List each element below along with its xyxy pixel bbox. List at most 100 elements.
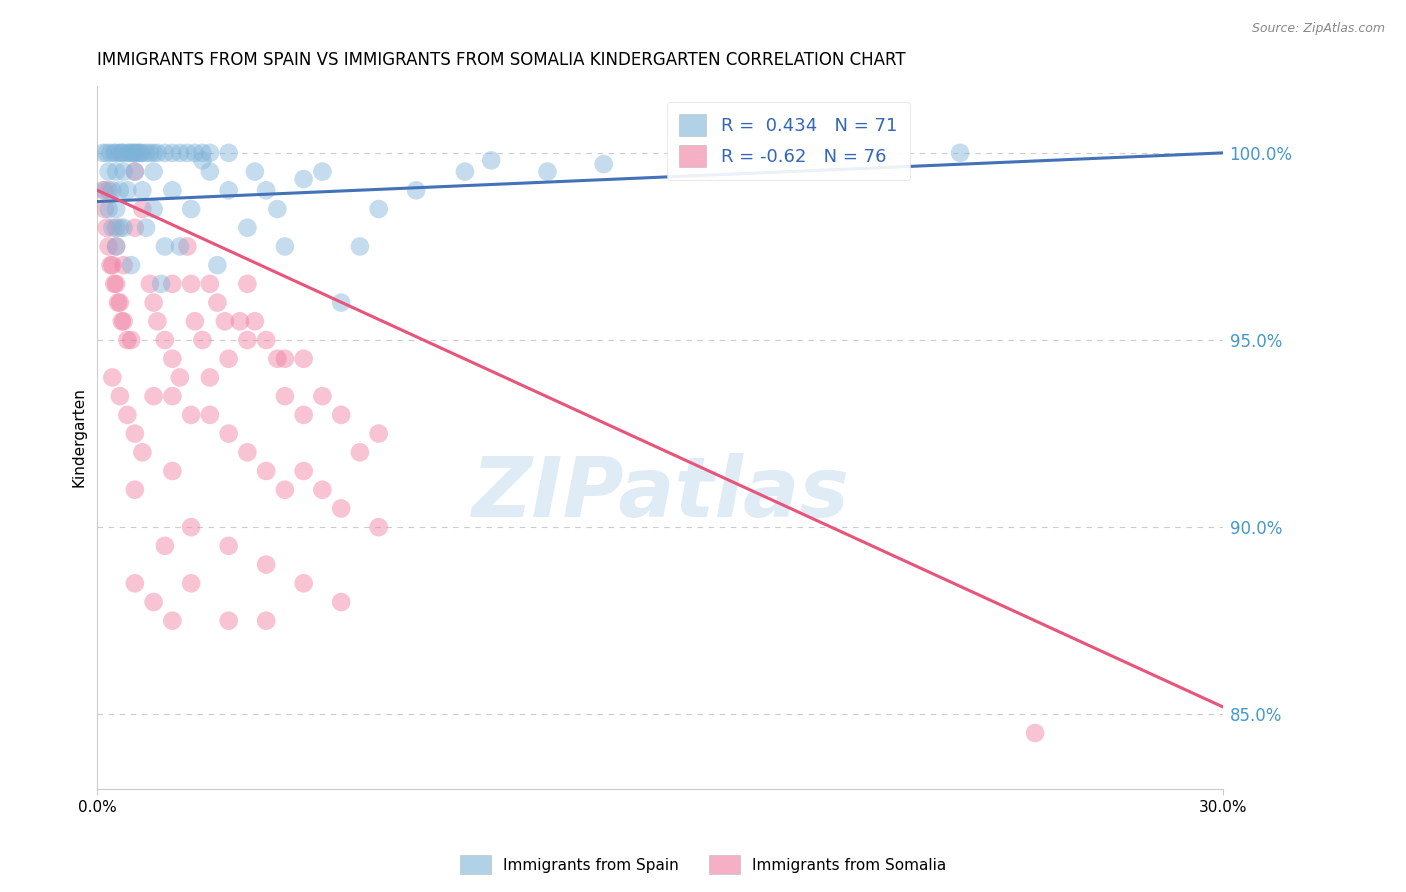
Point [146,145,169,160]
Y-axis label: Kindergarten: Kindergarten [72,387,86,487]
Point [218,183,240,197]
Point [176,239,198,253]
Point [105,164,128,178]
Point [108,295,131,310]
Point [135,145,157,160]
Point [367,202,389,216]
Point [169,370,191,384]
Point [117,408,139,422]
Point [236,220,259,235]
Text: Source: ZipAtlas.com: Source: ZipAtlas.com [1251,22,1385,36]
Point [274,389,297,403]
Point [112,220,135,235]
Point [292,351,315,366]
Point [330,408,353,422]
Legend: Immigrants from Spain, Immigrants from Somalia: Immigrants from Spain, Immigrants from S… [454,849,952,880]
Point [479,153,502,168]
Point [94,202,117,216]
Point [122,145,145,160]
Point [111,145,134,160]
Point [108,389,131,403]
Point [120,258,142,272]
Point [349,445,371,459]
Point [311,483,333,497]
Point [184,145,207,160]
Point [292,408,315,422]
Point [274,351,297,366]
Point [124,576,146,591]
Point [131,145,153,160]
Point [198,145,221,160]
Point [292,464,315,478]
Point [139,277,162,291]
Point [214,314,236,328]
Point [218,539,240,553]
Point [274,239,297,253]
Point [101,220,124,235]
Point [112,314,135,328]
Point [146,314,169,328]
Point [218,145,240,160]
Point [112,258,135,272]
Point [176,145,198,160]
Point [91,145,114,160]
Point [105,202,128,216]
Point [198,164,221,178]
Point [153,239,176,253]
Point [108,183,131,197]
Point [311,164,333,178]
Point [94,183,117,197]
Point [153,145,176,160]
Point [162,145,184,160]
Point [218,614,240,628]
Point [254,333,277,347]
Point [105,220,128,235]
Point [229,314,252,328]
Point [124,164,146,178]
Point [124,483,146,497]
Point [124,164,146,178]
Text: ZIPatlas: ZIPatlas [471,453,849,534]
Point [207,258,229,272]
Point [180,202,202,216]
Point [162,614,184,628]
Point [100,145,122,160]
Point [536,164,558,178]
Point [108,220,131,235]
Point [266,351,288,366]
Point [103,277,125,291]
Point [139,145,162,160]
Point [97,239,120,253]
Point [949,145,972,160]
Point [101,370,124,384]
Point [105,277,128,291]
Point [162,389,184,403]
Point [292,576,315,591]
Point [131,183,153,197]
Point [107,295,129,310]
Point [105,145,128,160]
Point [131,202,153,216]
Point [349,239,371,253]
Point [120,145,142,160]
Point [191,145,214,160]
Point [150,277,173,291]
Point [117,145,139,160]
Point [125,145,148,160]
Point [207,295,229,310]
Point [124,220,146,235]
Point [112,145,135,160]
Point [169,145,191,160]
Point [218,426,240,441]
Point [111,314,134,328]
Point [243,164,266,178]
Point [96,220,118,235]
Point [330,595,353,609]
Point [129,145,152,160]
Point [131,445,153,459]
Point [117,333,139,347]
Point [184,314,207,328]
Legend: R =  0.434   N = 71, R = -0.62   N = 76: R = 0.434 N = 71, R = -0.62 N = 76 [666,102,910,180]
Point [191,153,214,168]
Point [101,183,124,197]
